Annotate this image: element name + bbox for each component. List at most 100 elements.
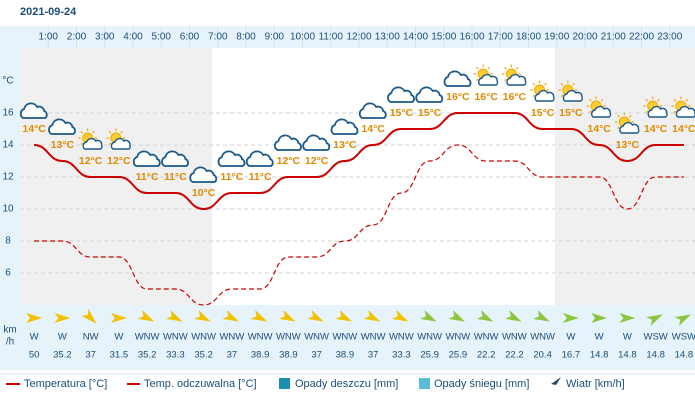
sun-cloud-icon <box>530 80 555 102</box>
cloud-icon <box>189 166 218 183</box>
hour-label: 9:00 <box>265 32 285 43</box>
wind-speed: 14.8 <box>646 350 665 361</box>
wind-speed: 37 <box>85 350 96 361</box>
wind-speed: 35.2 <box>138 350 157 361</box>
sun-cloud-icon <box>78 128 103 150</box>
wind-speed: 14.8 <box>618 350 637 361</box>
hour-label: 20:00 <box>572 32 597 43</box>
temperature-label: 15°C <box>531 107 555 119</box>
sun-ray <box>600 98 604 102</box>
sun-ray <box>108 142 112 146</box>
icons <box>19 64 695 183</box>
wind-arrow <box>476 309 494 322</box>
wind-speed: 35.2 <box>53 350 72 361</box>
wind-arrow <box>278 309 296 322</box>
sun-cloud-icon <box>614 112 640 134</box>
legend-label: Opady śniegu [mm] <box>434 378 529 390</box>
wind-speed: 33.3 <box>166 350 185 361</box>
cloud-icon <box>415 86 444 103</box>
wind-arrow <box>54 313 71 323</box>
wind-speed: 37 <box>368 350 379 361</box>
sun-ray <box>80 130 84 134</box>
wind-speed: 38.9 <box>251 350 270 361</box>
wind-arrow <box>26 313 43 323</box>
hour-label: 11:00 <box>319 32 344 43</box>
cloud <box>82 137 103 150</box>
wind-band <box>20 305 695 370</box>
wind-speed: 33.3 <box>392 350 411 361</box>
cloud <box>274 134 302 151</box>
wind-direction: WSW <box>643 332 667 343</box>
hour-label: 21:00 <box>601 32 626 43</box>
hour-label: 12:00 <box>346 32 371 43</box>
cloud <box>415 86 444 103</box>
wind-speed: 14.8 <box>590 350 609 361</box>
wind-speed: 31.5 <box>110 350 129 361</box>
cloud <box>647 105 668 118</box>
hour-label: 23:00 <box>657 32 682 43</box>
wind-arrow <box>674 314 692 327</box>
cloud-icon <box>302 134 331 151</box>
temperature-label: 12°C <box>305 155 329 167</box>
wind-speed: 22.2 <box>505 350 524 361</box>
temperature-label: 15°C <box>390 107 414 119</box>
wind-arrow <box>194 309 211 322</box>
wind-arrow <box>250 309 268 322</box>
wind: W 50 W 35.2 NW 37 W 31.5 WNW 35.2 WNW 33.3 WNW 35.2 WN… <box>26 308 695 361</box>
sun-ray <box>532 82 536 86</box>
temperature-label: 15°C <box>559 107 583 119</box>
cloud-icon <box>358 102 387 119</box>
wind-arrow <box>335 309 353 322</box>
hour-label: 1:00 <box>39 32 59 43</box>
cloud <box>245 150 274 167</box>
wind-direction: WNW <box>502 332 527 343</box>
hour-label: 19:00 <box>544 32 569 43</box>
hour-label: 3:00 <box>95 32 115 43</box>
sun-ray <box>475 66 479 70</box>
sun-ray <box>588 110 592 114</box>
hour-label: 2:00 <box>67 32 87 43</box>
sun-ray <box>532 94 536 98</box>
cloud <box>48 118 76 135</box>
sun-ray <box>515 66 519 70</box>
wind-arrow <box>562 313 579 323</box>
legend-wind-icon <box>551 377 561 390</box>
sun-cloud-icon <box>671 96 695 118</box>
hour-label: 18:00 <box>516 32 541 43</box>
cloud <box>189 166 218 183</box>
sun-ray <box>657 98 660 102</box>
cloud <box>443 70 472 87</box>
hour-label: 14:00 <box>403 32 428 43</box>
hour-label: 4:00 <box>123 32 143 43</box>
cloud-icon <box>19 102 48 119</box>
wind-direction: WNW <box>332 332 357 343</box>
wind-direction: NW <box>83 332 99 343</box>
sun-ray <box>572 82 576 86</box>
legend-label: Opady deszczu [mm] <box>295 378 398 390</box>
wind-speed: 25.9 <box>420 350 439 361</box>
temperature-line <box>34 112 684 211</box>
wind-speed: 16.7 <box>562 350 581 361</box>
wind-speed: 50 <box>29 350 40 361</box>
cloud <box>358 102 387 119</box>
wind-direction: WNW <box>361 332 386 343</box>
legend-label: Temperatura [°C] <box>24 378 107 390</box>
hour-label: 7:00 <box>208 32 228 43</box>
wind-direction: W <box>623 332 632 343</box>
wind-direction: W <box>114 332 123 343</box>
sun-ray <box>80 142 84 146</box>
sun-ray <box>108 130 112 134</box>
wind-speed: 38.9 <box>279 350 298 361</box>
sun-cloud-icon <box>643 96 668 118</box>
temperature-label: 11°C <box>249 171 272 183</box>
date-title: 2021-09-24 <box>20 6 77 18</box>
cloud-icon <box>48 118 76 135</box>
cloud <box>534 89 555 102</box>
wind-direction: WNW <box>135 332 160 343</box>
temperature-label: 14°C <box>22 123 46 135</box>
axis-band <box>0 48 20 370</box>
cloud-icon <box>330 118 359 135</box>
cloud <box>387 86 415 103</box>
wind-direction: WNW <box>163 332 188 343</box>
wind-direction: WNW <box>219 332 244 343</box>
